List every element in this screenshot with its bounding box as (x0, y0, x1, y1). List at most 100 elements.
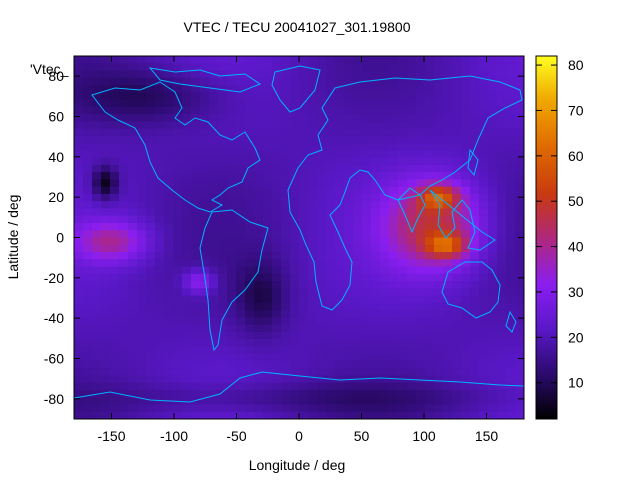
heat-cell (434, 295, 444, 304)
heat-cell (227, 252, 237, 260)
heat-cell (335, 339, 345, 347)
heat-cell (326, 172, 336, 181)
heat-cell (425, 324, 435, 333)
heat-cell (488, 157, 498, 166)
heat-cell (488, 150, 498, 159)
heat-cell (128, 404, 138, 413)
heat-cell (218, 259, 228, 268)
heat-cell (344, 331, 354, 340)
coast-north-america (91, 81, 261, 213)
heat-cell (407, 419, 417, 427)
heat-cell (281, 397, 291, 406)
heat-cell (200, 106, 210, 115)
heat-cell (74, 143, 84, 151)
heat-cell (164, 135, 174, 144)
heat-cell (344, 266, 354, 275)
heat-cell (461, 179, 471, 188)
heat-cell (128, 70, 138, 79)
heat-cell (380, 295, 390, 304)
heat-cell (164, 150, 174, 159)
heat-cell (380, 193, 390, 202)
coast-indian-subcontinent (397, 194, 426, 234)
heat-cell (83, 295, 93, 304)
heat-cell (272, 201, 282, 210)
heat-cell (407, 324, 417, 333)
heat-cell (200, 310, 210, 318)
heat-cell (461, 70, 471, 79)
heat-cell (74, 121, 84, 130)
heat-cell (416, 215, 426, 224)
heat-cell (173, 215, 183, 224)
heat-cell (218, 244, 228, 253)
heat-cell (479, 164, 489, 173)
heat-cell (119, 317, 129, 326)
heat-cell (317, 143, 327, 151)
heat-cell (119, 143, 129, 151)
heat-cell (101, 273, 111, 282)
heat-cell (317, 404, 327, 413)
heat-cell (164, 281, 174, 289)
coast-greenland (271, 65, 321, 113)
heat-cell (92, 368, 102, 377)
heat-cell (524, 317, 534, 325)
heat-cell (92, 288, 102, 297)
heat-cell (353, 63, 363, 72)
heat-cell (200, 222, 210, 231)
heat-cell (245, 346, 255, 355)
heat-cell (515, 389, 524, 398)
heat-cell (461, 85, 471, 93)
heat-cell (335, 179, 345, 188)
heat-cell (317, 121, 327, 130)
heat-cell (146, 135, 156, 144)
heat-cell (92, 172, 102, 181)
heat-cell (371, 310, 381, 318)
heat-cell (524, 129, 534, 137)
heat-cell (155, 266, 165, 275)
heat-cell (362, 157, 372, 166)
heat-cell (110, 157, 120, 166)
heat-cell (308, 397, 318, 406)
heat-cell (254, 346, 264, 355)
heat-cell (425, 201, 435, 210)
heat-cell (488, 295, 498, 304)
heat-cell (245, 150, 255, 159)
heat-cell (236, 157, 246, 166)
heat-cell (182, 295, 192, 304)
heat-cell (389, 244, 399, 253)
heat-cell (254, 70, 264, 79)
heat-cell (434, 288, 444, 297)
heat-cell (371, 56, 381, 64)
heat-cell (245, 339, 255, 347)
heat-cell (317, 368, 327, 377)
heat-cell (335, 244, 345, 253)
heat-cell (281, 360, 291, 369)
heat-cell (137, 339, 147, 347)
heat-cell (461, 208, 471, 217)
heat-cell (254, 92, 264, 101)
heat-cell (443, 353, 453, 362)
heat-cell (299, 201, 309, 210)
heat-cell (164, 273, 174, 282)
heat-cell (326, 273, 336, 282)
heat-cell (245, 121, 255, 130)
heat-cell (272, 353, 282, 362)
heat-cell (488, 252, 498, 260)
heat-cell (524, 165, 534, 173)
heat-cell (236, 77, 246, 86)
heat-cell (452, 281, 462, 289)
heat-cell (254, 353, 264, 362)
heat-cell (506, 99, 516, 108)
heat-cell (371, 273, 381, 282)
heat-cell (425, 419, 435, 427)
heat-cell (452, 77, 462, 86)
heat-cell (308, 164, 318, 173)
heat-cell (236, 266, 246, 275)
heat-cell (236, 85, 246, 93)
heat-cell (506, 143, 516, 151)
heat-cell (110, 222, 120, 231)
heat-cell (362, 237, 372, 246)
heat-cell (452, 172, 462, 181)
heat-cell (407, 244, 417, 253)
heat-cell (92, 143, 102, 151)
heat-cell (101, 419, 111, 427)
